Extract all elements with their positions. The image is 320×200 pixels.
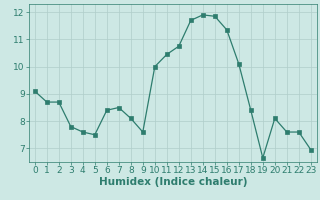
X-axis label: Humidex (Indice chaleur): Humidex (Indice chaleur) (99, 177, 247, 187)
